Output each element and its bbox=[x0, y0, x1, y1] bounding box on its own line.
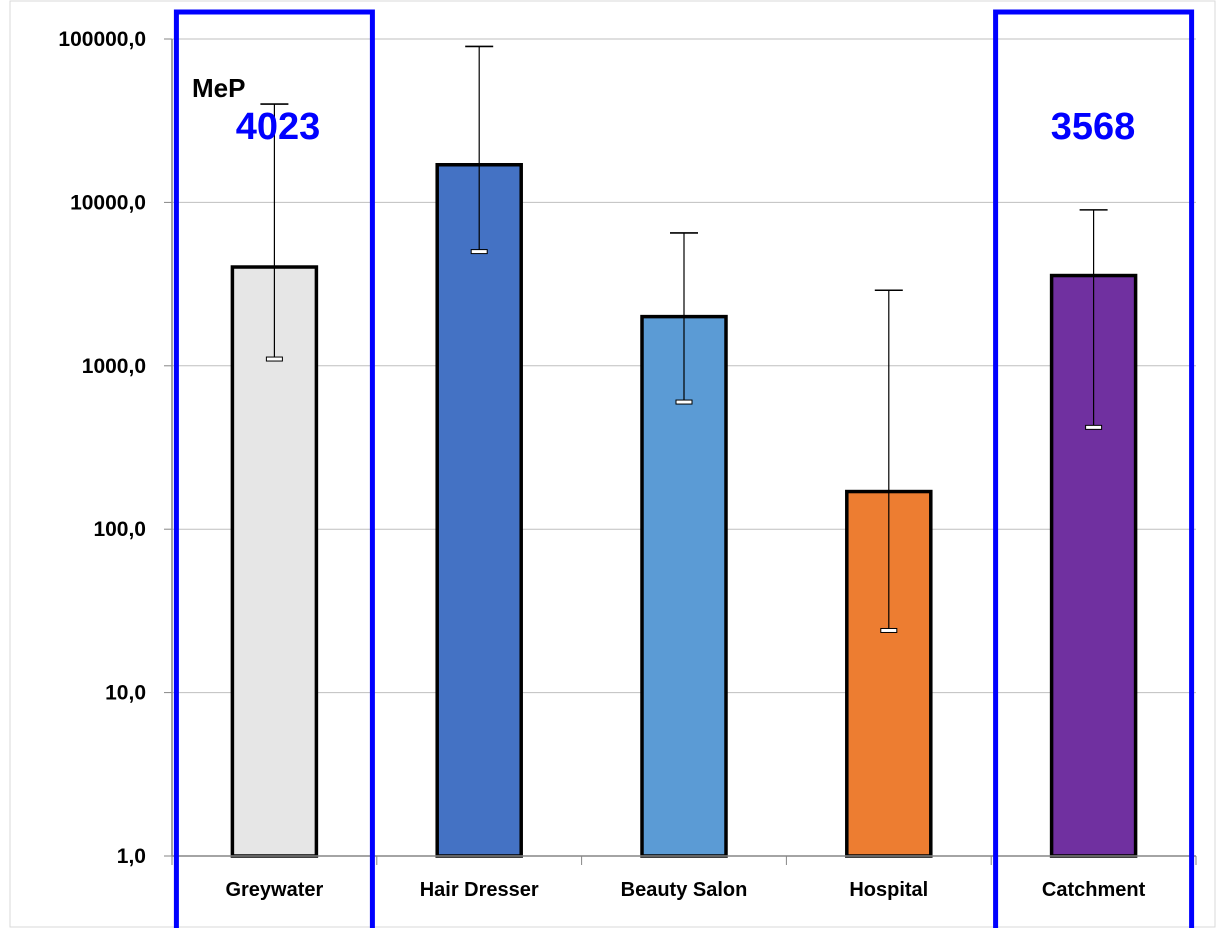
highlights: 4023 3568 bbox=[173, 9, 1195, 933]
highlight-value-label: 3568 bbox=[1051, 106, 1136, 148]
labels: 1,0 10,0 100,0 1000,0 10000,0 100000,0 Greywat… bbox=[58, 28, 1145, 901]
error-cap-low bbox=[880, 627, 898, 633]
x-tick-label: Beauty Salon bbox=[621, 879, 748, 901]
highlight-value-label: 4023 bbox=[236, 106, 321, 148]
bar bbox=[230, 265, 319, 858]
plot-frame bbox=[9, 0, 1216, 928]
x-tick-label: Catchment bbox=[1042, 879, 1146, 901]
y-unit-label: MeP bbox=[192, 73, 245, 103]
highlight-box bbox=[173, 9, 375, 933]
x-tick-label: Greywater bbox=[225, 879, 323, 901]
x-tick-label: Hospital bbox=[849, 879, 928, 901]
y-tick-label: 1000,0 bbox=[82, 355, 146, 378]
error-cap-low bbox=[675, 399, 693, 405]
y-tick-label: 1,0 bbox=[117, 845, 146, 868]
y-tick-label: 10,0 bbox=[105, 682, 146, 705]
error-cap-low bbox=[265, 356, 283, 362]
bar bbox=[435, 162, 523, 858]
y-tick-label: 10000,0 bbox=[70, 191, 146, 214]
highlight-box bbox=[993, 9, 1195, 933]
axes bbox=[164, 38, 1197, 865]
y-tick-label: 100000,0 bbox=[58, 28, 146, 51]
x-tick-label: Hair Dresser bbox=[420, 879, 539, 901]
error-bars bbox=[260, 45, 1108, 633]
bars bbox=[230, 162, 1138, 858]
error-cap-low bbox=[1085, 424, 1103, 430]
error-cap-low bbox=[470, 249, 488, 255]
y-tick-label: 100,0 bbox=[93, 518, 146, 541]
